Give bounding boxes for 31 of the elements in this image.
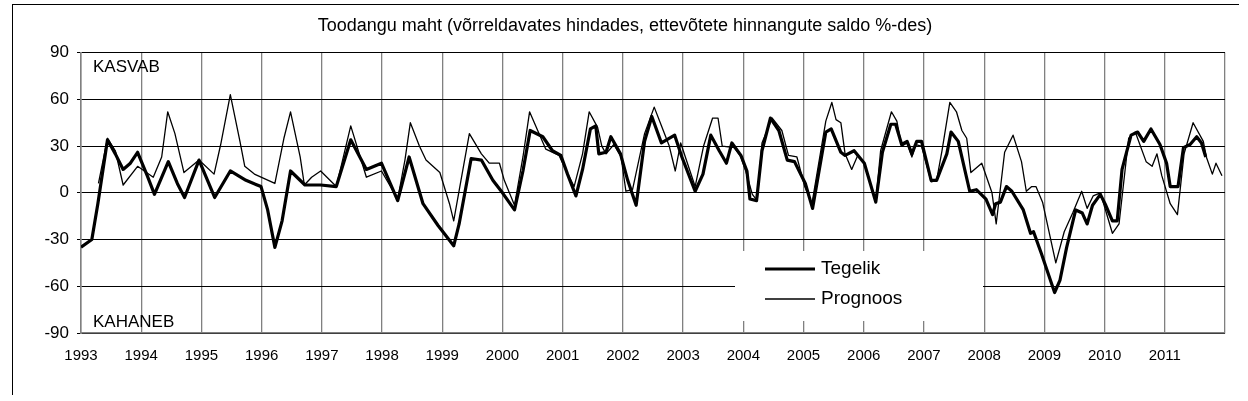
x-tick-label: 2003 xyxy=(666,346,700,364)
x-tick-label: 2007 xyxy=(907,346,941,364)
x-tick-label: 1998 xyxy=(365,346,399,364)
y-tick-label: -30 xyxy=(44,229,69,249)
x-tick-label: 2000 xyxy=(485,346,520,364)
x-tick-label: 1993 xyxy=(64,346,98,364)
x-tick-label: 2005 xyxy=(786,346,821,364)
y-tick-label: 60 xyxy=(50,89,69,109)
x-tick-label: 2002 xyxy=(606,346,640,364)
y-tick-label: -90 xyxy=(44,322,69,342)
x-tick-label: 2010 xyxy=(1087,346,1122,364)
y-tick-label: 90 xyxy=(50,42,69,62)
chart-title: Toodangu maht (võrreldavates hindades, ettevõtete hinnangute saldo %-des) xyxy=(317,14,933,35)
x-tick-label: 2006 xyxy=(847,346,881,364)
x-tick-label: 2011 xyxy=(1148,346,1181,364)
x-tick-label: 1994 xyxy=(124,346,158,364)
annotation: KAHANEB xyxy=(93,312,175,332)
legend-label: Tegelik xyxy=(821,257,881,279)
annotation: KASVAB xyxy=(93,56,160,76)
x-tick-label: 1997 xyxy=(305,346,339,364)
x-tick-label: 2008 xyxy=(967,346,1001,364)
x-tick-label: 1996 xyxy=(244,346,279,364)
x-tick-label: 2009 xyxy=(1027,346,1062,364)
y-tick-label: 0 xyxy=(59,182,69,202)
y-tick-label: -60 xyxy=(44,275,69,295)
x-tick-label: 2001 xyxy=(546,346,580,364)
x-tick-label: 1995 xyxy=(184,346,219,364)
x-tick-label: 2004 xyxy=(726,346,760,364)
legend-label: Prognoos xyxy=(821,287,903,309)
x-tick-label: 1999 xyxy=(425,346,459,364)
y-tick-label: 30 xyxy=(50,135,69,155)
